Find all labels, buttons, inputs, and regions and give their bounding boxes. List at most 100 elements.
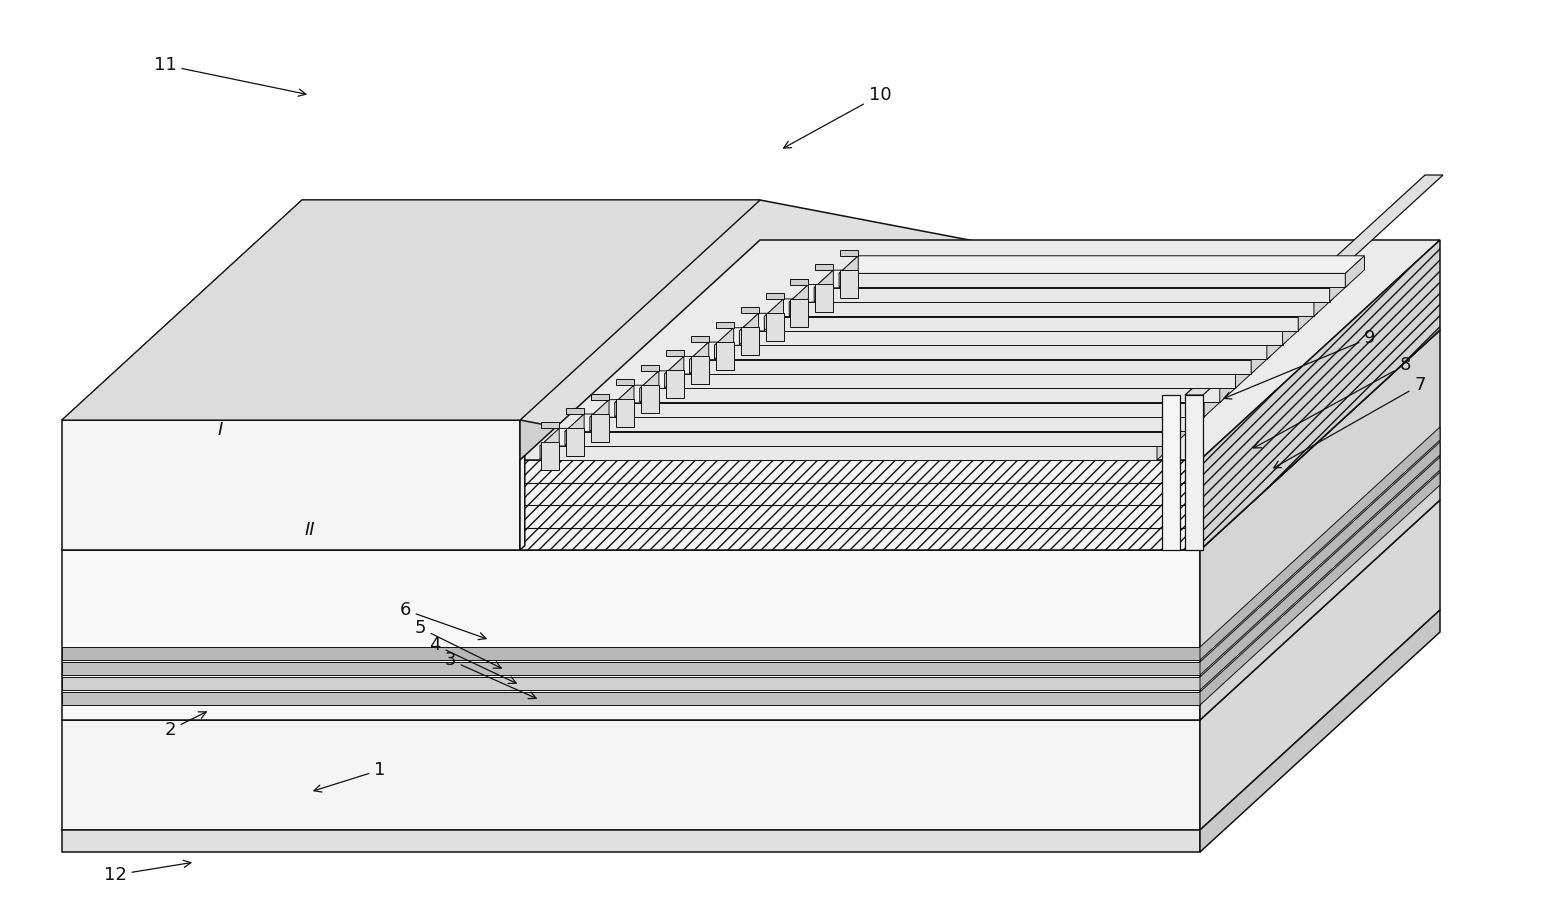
Polygon shape [815, 288, 1330, 302]
Polygon shape [616, 399, 633, 427]
Polygon shape [790, 285, 809, 316]
Polygon shape [62, 830, 1200, 852]
Polygon shape [542, 443, 559, 470]
Polygon shape [714, 328, 734, 360]
Polygon shape [790, 285, 1333, 302]
Polygon shape [520, 240, 1440, 460]
Polygon shape [689, 360, 1251, 373]
Polygon shape [840, 273, 1346, 288]
Polygon shape [641, 385, 660, 413]
Polygon shape [565, 414, 1192, 432]
Polygon shape [790, 302, 1315, 316]
Polygon shape [62, 692, 1200, 705]
Polygon shape [62, 200, 760, 420]
Polygon shape [664, 356, 684, 388]
Text: 5: 5 [414, 619, 501, 668]
Polygon shape [714, 328, 1287, 345]
Polygon shape [1235, 356, 1254, 388]
Polygon shape [1346, 256, 1364, 288]
Polygon shape [664, 356, 1254, 374]
Polygon shape [62, 720, 1200, 830]
Polygon shape [62, 647, 1200, 660]
Polygon shape [815, 270, 1349, 288]
Polygon shape [520, 200, 760, 550]
Polygon shape [1200, 610, 1440, 852]
Text: 9: 9 [1225, 329, 1375, 399]
Polygon shape [62, 550, 1200, 720]
Polygon shape [639, 371, 1238, 388]
Polygon shape [540, 428, 1176, 446]
Polygon shape [1200, 330, 1440, 720]
Polygon shape [815, 284, 833, 312]
Polygon shape [1200, 472, 1440, 705]
Polygon shape [815, 270, 833, 302]
Polygon shape [739, 331, 1282, 345]
Text: 4: 4 [430, 636, 517, 684]
Text: 11: 11 [154, 56, 306, 96]
Polygon shape [764, 317, 1297, 331]
Polygon shape [590, 400, 1207, 417]
Polygon shape [815, 264, 833, 270]
Polygon shape [566, 428, 584, 456]
Text: 1: 1 [314, 761, 386, 792]
Polygon shape [62, 500, 1440, 720]
Polygon shape [62, 662, 1200, 675]
Polygon shape [764, 299, 1318, 317]
Polygon shape [714, 345, 1266, 360]
Polygon shape [590, 417, 1189, 431]
Polygon shape [1315, 285, 1333, 316]
Polygon shape [689, 342, 1271, 360]
Polygon shape [591, 394, 608, 400]
Polygon shape [691, 356, 709, 384]
Polygon shape [666, 371, 684, 398]
Polygon shape [666, 351, 684, 356]
Polygon shape [1200, 457, 1440, 690]
Polygon shape [590, 400, 608, 431]
Polygon shape [62, 610, 1440, 830]
Polygon shape [520, 456, 525, 550]
Polygon shape [62, 330, 1440, 550]
Polygon shape [1204, 385, 1223, 417]
Polygon shape [1297, 299, 1318, 331]
Polygon shape [520, 460, 1200, 550]
Polygon shape [540, 428, 559, 460]
Text: 2: 2 [165, 712, 206, 739]
Polygon shape [1200, 500, 1440, 830]
Polygon shape [664, 374, 1235, 388]
Polygon shape [520, 330, 1440, 550]
Polygon shape [62, 420, 520, 550]
Polygon shape [542, 423, 559, 428]
Polygon shape [764, 299, 784, 331]
Polygon shape [520, 200, 1440, 550]
Polygon shape [765, 293, 784, 299]
Text: 7: 7 [1274, 376, 1426, 468]
Polygon shape [615, 403, 1204, 417]
Polygon shape [566, 408, 584, 414]
Polygon shape [1186, 175, 1443, 395]
Polygon shape [1200, 442, 1440, 675]
Polygon shape [1200, 427, 1440, 660]
Polygon shape [765, 313, 784, 341]
Text: 10: 10 [784, 86, 891, 148]
Text: 8: 8 [1254, 356, 1411, 448]
Polygon shape [540, 446, 1156, 460]
Polygon shape [1186, 395, 1203, 550]
Polygon shape [641, 365, 660, 371]
Polygon shape [691, 336, 709, 342]
Polygon shape [840, 269, 858, 298]
Polygon shape [840, 256, 858, 288]
Polygon shape [565, 414, 584, 446]
Polygon shape [639, 371, 660, 403]
Polygon shape [616, 379, 633, 385]
Polygon shape [689, 342, 709, 373]
Polygon shape [740, 308, 759, 313]
Polygon shape [1220, 371, 1238, 403]
Text: 12: 12 [104, 860, 191, 884]
Text: I: I [217, 421, 222, 439]
Text: 6: 6 [399, 601, 486, 640]
Polygon shape [840, 256, 1364, 273]
Polygon shape [1173, 414, 1192, 446]
Polygon shape [591, 414, 608, 442]
Polygon shape [715, 321, 734, 328]
Text: II: II [304, 521, 315, 539]
